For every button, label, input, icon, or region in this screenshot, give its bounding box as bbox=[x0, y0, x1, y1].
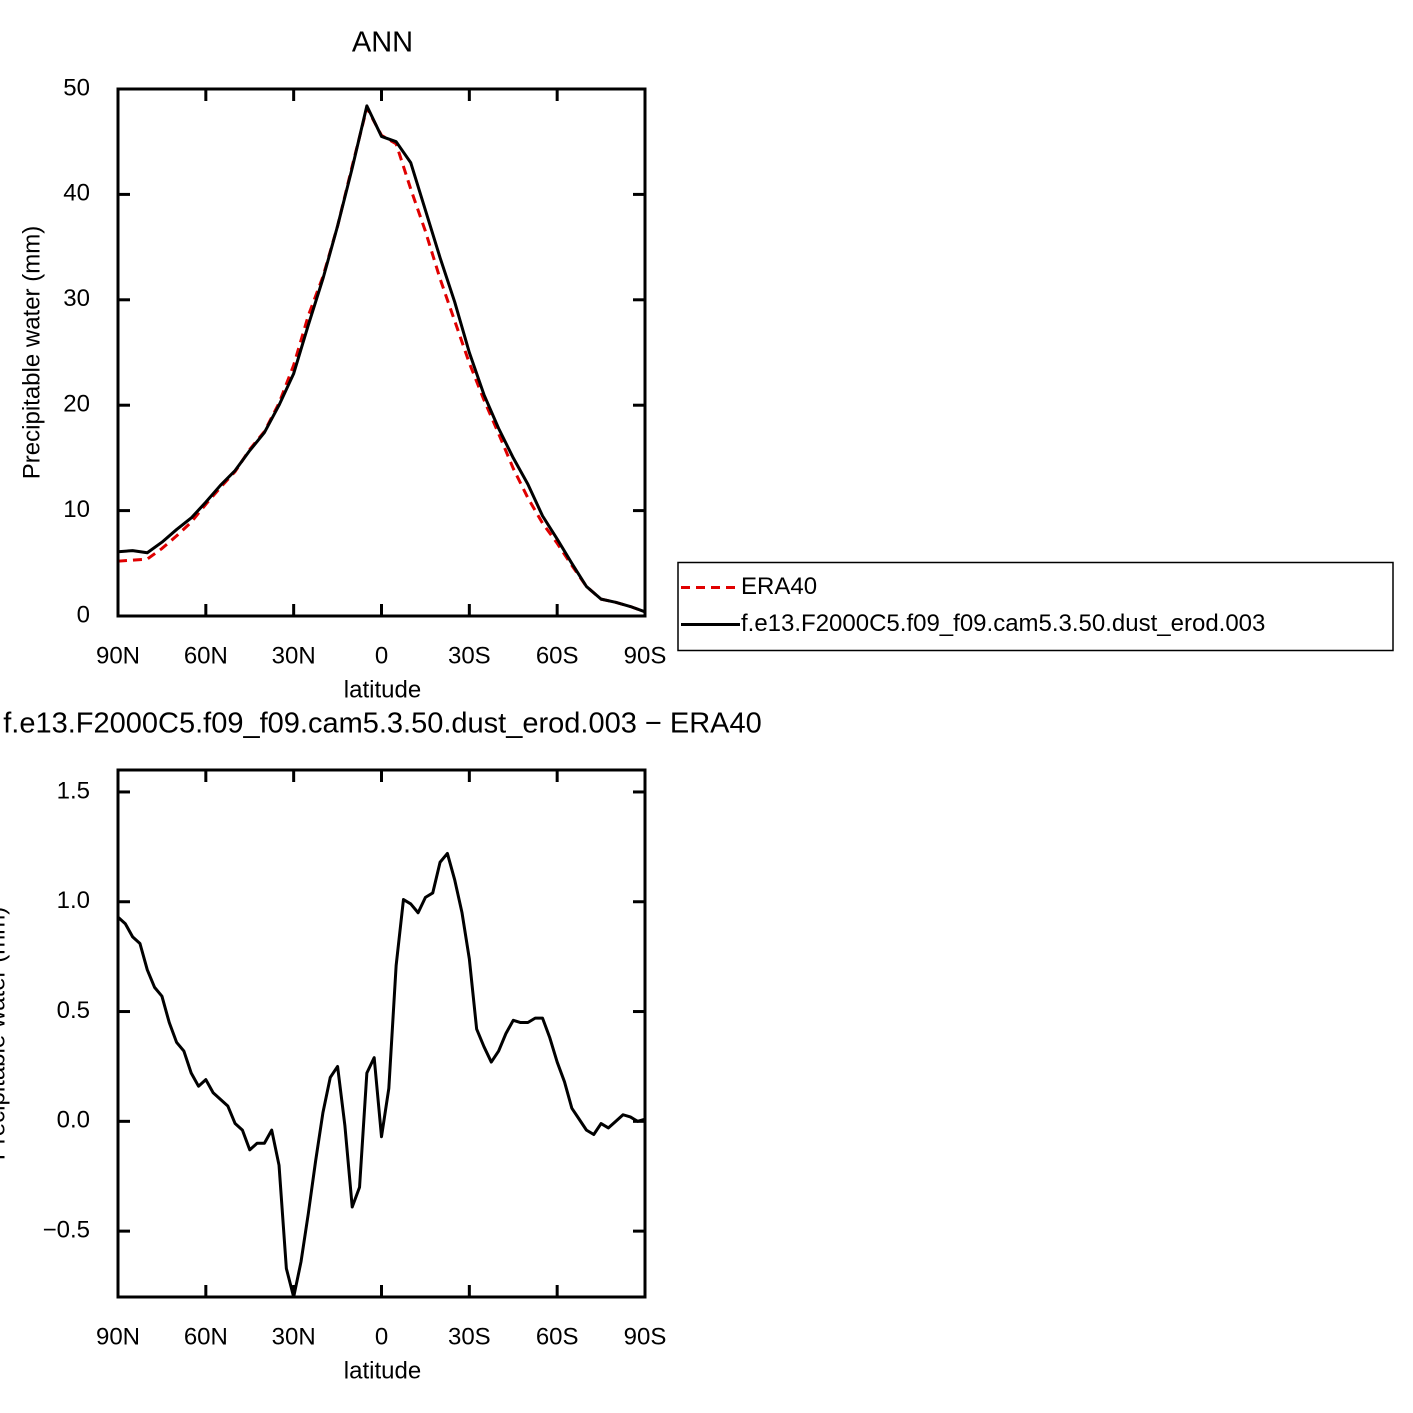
y-axis-label: Precipitable water (mm) bbox=[0, 907, 10, 1160]
y-tick-label: −0.5 bbox=[43, 1216, 90, 1243]
chart-title: f.e13.F2000C5.f09_f09.cam5.3.50.dust_ero… bbox=[3, 708, 762, 740]
legend-label: f.e13.F2000C5.f09_f09.cam5.3.50.dust_ero… bbox=[741, 610, 1265, 637]
x-tick-label: 30N bbox=[272, 642, 316, 669]
data-line bbox=[116, 851, 646, 1299]
data-line bbox=[117, 104, 646, 614]
y-tick-label: 30 bbox=[63, 285, 90, 312]
x-tick-label: 90S bbox=[624, 1323, 667, 1350]
x-tick-label: 90N bbox=[96, 1323, 140, 1350]
data-line bbox=[117, 106, 646, 614]
x-tick-label: 60N bbox=[184, 1323, 228, 1350]
y-tick-label: 40 bbox=[63, 180, 90, 207]
x-tick-label: 30N bbox=[272, 1323, 316, 1350]
chart-title: ANN bbox=[352, 27, 413, 59]
x-axis-label: latitude bbox=[344, 1357, 421, 1384]
x-tick-label: 60N bbox=[184, 642, 228, 669]
x-tick-label: 0 bbox=[375, 642, 388, 669]
y-tick-label: 50 bbox=[63, 74, 90, 101]
x-tick-label: 90S bbox=[624, 642, 667, 669]
legend-box bbox=[677, 561, 1394, 652]
x-tick-label: 90N bbox=[96, 642, 140, 669]
y-tick-label: 1.0 bbox=[57, 887, 90, 914]
x-tick-label: 30S bbox=[448, 1323, 491, 1350]
y-tick-label: 0.0 bbox=[57, 1107, 90, 1134]
legend-label: ERA40 bbox=[741, 573, 817, 600]
plot-frame bbox=[116, 87, 647, 618]
y-tick-label: 20 bbox=[63, 391, 90, 418]
y-tick-label: 0 bbox=[77, 601, 90, 628]
y-tick-label: 0.5 bbox=[57, 997, 90, 1024]
y-tick-label: 10 bbox=[63, 496, 90, 523]
x-axis-label: latitude bbox=[344, 676, 421, 703]
plot-frame bbox=[116, 768, 647, 1299]
x-tick-label: 30S bbox=[448, 642, 491, 669]
x-tick-label: 60S bbox=[536, 642, 579, 669]
y-tick-label: 1.5 bbox=[57, 777, 90, 804]
y-axis-label: Precipitable water (mm) bbox=[18, 226, 45, 479]
x-tick-label: 60S bbox=[536, 1323, 579, 1350]
x-tick-label: 0 bbox=[375, 1323, 388, 1350]
